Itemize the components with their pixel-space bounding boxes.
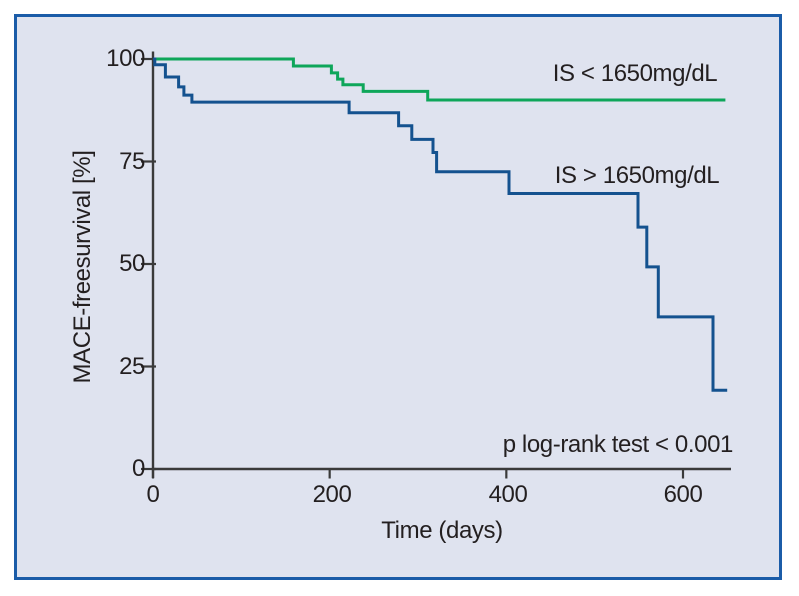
y-tick-label-75: 75 bbox=[119, 148, 145, 175]
legend-label-is-above-1650: IS > 1650mg/dL bbox=[554, 162, 720, 189]
legend-label-is-below-1650: IS < 1650mg/dL bbox=[552, 60, 718, 87]
y-tick-label-100: 100 bbox=[106, 45, 145, 72]
log-rank-p-value: p log-rank test < 0.001 bbox=[502, 431, 734, 458]
y-tick-label-0: 0 bbox=[132, 455, 145, 482]
x-tick-label-600: 600 bbox=[663, 481, 703, 508]
x-tick-label-400: 400 bbox=[488, 481, 528, 508]
y-tick-label-25: 25 bbox=[119, 353, 145, 380]
x-tick-label-0: 0 bbox=[146, 481, 160, 508]
y-tick-label-50: 50 bbox=[119, 250, 145, 277]
x-tick-label-200: 200 bbox=[312, 481, 352, 508]
y-axis-title: MACE-freesurvival [%] bbox=[69, 150, 96, 384]
x-axis-title: Time (days) bbox=[381, 517, 503, 544]
